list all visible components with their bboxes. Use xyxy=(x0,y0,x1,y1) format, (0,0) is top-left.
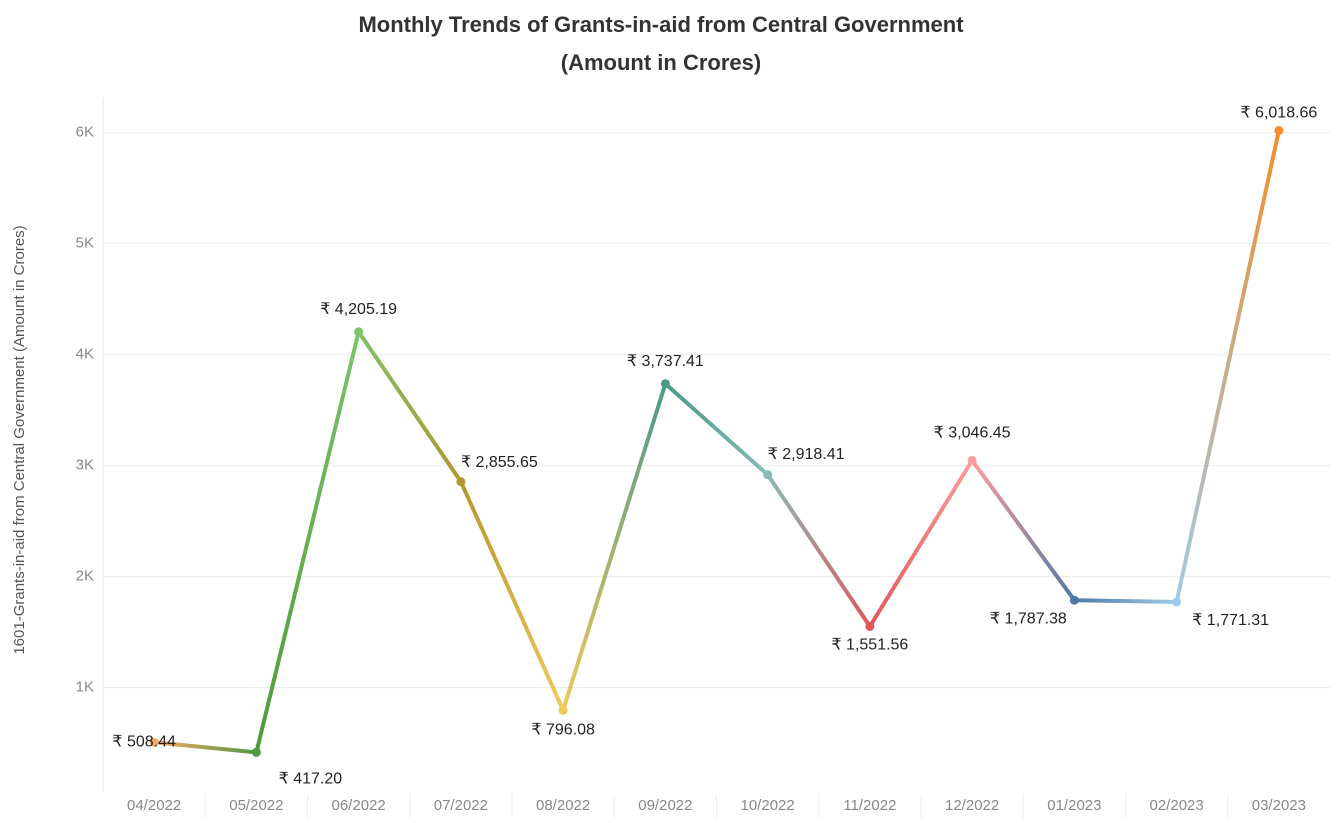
data-point xyxy=(149,737,159,747)
y-tick-label: 2K xyxy=(76,568,94,585)
x-tick-label: 12/2022 xyxy=(945,797,999,814)
data-label: ₹ 6,018.66 xyxy=(1240,105,1317,122)
line-segment xyxy=(867,458,975,629)
x-tick-label: 01/2023 xyxy=(1047,797,1101,814)
x-tick-label: 09/2022 xyxy=(638,797,692,814)
x-tick-label: 07/2022 xyxy=(434,797,488,814)
data-point xyxy=(967,455,977,465)
data-point xyxy=(865,621,875,631)
x-tick-label: 04/2022 xyxy=(127,797,181,814)
data-label: ₹ 2,855.65 xyxy=(461,454,538,471)
data-label: ₹ 1,787.38 xyxy=(990,610,1067,627)
data-point xyxy=(763,470,773,480)
x-tick-label: 03/2023 xyxy=(1252,797,1306,814)
line-segment xyxy=(561,381,668,713)
y-tick-label: 3K xyxy=(76,457,94,474)
y-tick-label: 5K xyxy=(76,235,94,252)
y-tick-label: 1K xyxy=(76,679,94,696)
line-segment xyxy=(1174,128,1281,605)
line-segment xyxy=(254,329,361,755)
data-point xyxy=(1172,597,1182,607)
data-label: ₹ 508.44 xyxy=(112,733,176,750)
data-point xyxy=(1069,595,1079,605)
x-tick-label: 11/2022 xyxy=(843,797,896,814)
data-label: ₹ 2,918.41 xyxy=(768,446,845,463)
data-label: ₹ 796.08 xyxy=(531,721,595,738)
chart-subtitle: (Amount in Crores) xyxy=(561,50,761,75)
data-point xyxy=(558,705,568,715)
line-segment xyxy=(663,381,770,477)
line-segment xyxy=(458,479,566,713)
data-point xyxy=(251,747,261,757)
data-point xyxy=(456,477,466,487)
y-axis-label: 1601-Grants-in-aid from Central Governme… xyxy=(11,225,28,654)
x-tick-label: 10/2022 xyxy=(741,797,795,814)
data-label: ₹ 1,551.56 xyxy=(831,637,908,654)
data-label: ₹ 3,737.41 xyxy=(627,353,704,370)
line-segment xyxy=(356,329,463,484)
x-tick-label: 06/2022 xyxy=(332,797,386,814)
x-tick-label: 05/2022 xyxy=(229,797,283,814)
line-segment xyxy=(152,740,259,755)
data-label: ₹ 4,205.19 xyxy=(320,301,397,318)
data-point xyxy=(660,379,670,389)
x-tick-label: 08/2022 xyxy=(536,797,590,814)
x-tick-label: 02/2023 xyxy=(1150,797,1204,814)
chart-title: Monthly Trends of Grants-in-aid from Cen… xyxy=(358,12,964,37)
data-point xyxy=(1274,125,1284,135)
y-tick-label: 4K xyxy=(76,346,94,363)
y-tick-label: 6K xyxy=(76,123,94,140)
line-segment xyxy=(1072,598,1179,605)
data-point xyxy=(354,327,364,337)
line-segment xyxy=(765,472,872,629)
data-label: ₹ 3,046.45 xyxy=(934,425,1011,442)
data-label: ₹ 1,771.31 xyxy=(1192,612,1269,629)
line-segment xyxy=(970,458,1077,603)
data-label: ₹ 417.20 xyxy=(279,771,343,788)
